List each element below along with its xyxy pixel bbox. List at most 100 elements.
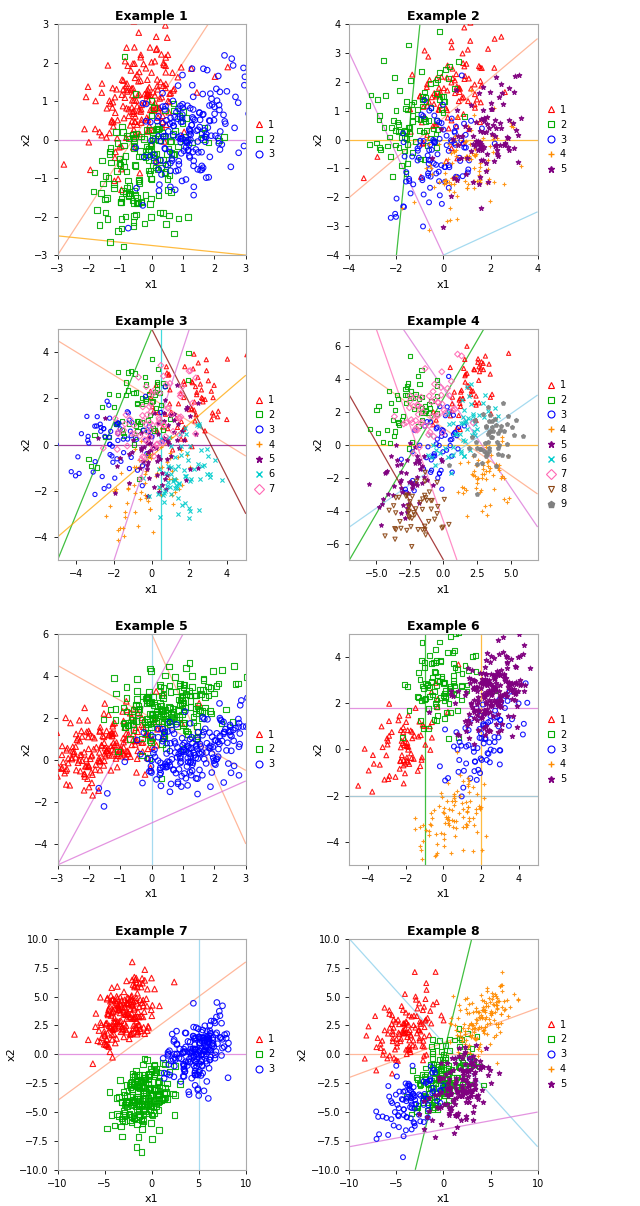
Point bbox=[214, 130, 224, 150]
Point bbox=[184, 146, 195, 165]
Point bbox=[145, 499, 156, 519]
Y-axis label: x2: x2 bbox=[21, 133, 31, 146]
Point bbox=[188, 753, 198, 772]
Point bbox=[445, 1075, 455, 1094]
Point bbox=[102, 1013, 112, 1032]
Point bbox=[211, 750, 221, 769]
Point bbox=[92, 458, 102, 478]
Point bbox=[166, 437, 176, 456]
Point bbox=[186, 697, 196, 716]
Point bbox=[170, 478, 180, 497]
Point bbox=[372, 147, 383, 166]
Point bbox=[116, 180, 127, 199]
Point bbox=[383, 1077, 394, 1096]
Point bbox=[151, 681, 161, 701]
Point bbox=[222, 733, 232, 753]
Point bbox=[481, 446, 492, 466]
Point bbox=[172, 1035, 182, 1054]
Point bbox=[111, 1019, 121, 1038]
Point bbox=[180, 1061, 190, 1081]
Point bbox=[419, 658, 429, 678]
Point bbox=[184, 509, 195, 528]
Point bbox=[186, 738, 196, 757]
Point bbox=[198, 129, 209, 148]
Point bbox=[475, 168, 485, 187]
Point bbox=[121, 1093, 131, 1112]
Point bbox=[202, 1036, 212, 1055]
Point bbox=[439, 684, 449, 703]
Point bbox=[470, 393, 480, 412]
Point bbox=[154, 99, 164, 118]
Point bbox=[484, 722, 495, 742]
Point bbox=[95, 422, 106, 441]
Point bbox=[132, 411, 142, 431]
Point bbox=[486, 100, 497, 119]
Point bbox=[187, 727, 197, 747]
Point bbox=[455, 1058, 465, 1077]
Point bbox=[446, 175, 456, 194]
Point bbox=[120, 997, 130, 1017]
Point bbox=[486, 99, 497, 118]
Point bbox=[138, 990, 148, 1009]
Point bbox=[435, 1031, 445, 1050]
Point bbox=[152, 117, 163, 136]
Point bbox=[135, 990, 145, 1009]
Point bbox=[104, 427, 115, 446]
Point bbox=[408, 476, 418, 496]
Point bbox=[434, 63, 444, 82]
Point bbox=[143, 687, 153, 707]
Point bbox=[445, 57, 455, 76]
Point bbox=[467, 669, 477, 689]
Point bbox=[438, 1079, 449, 1099]
Point bbox=[407, 487, 417, 507]
Point bbox=[145, 731, 156, 750]
Point bbox=[456, 1060, 467, 1079]
Point bbox=[154, 996, 164, 1015]
Point bbox=[430, 72, 440, 92]
Point bbox=[476, 158, 486, 177]
Point bbox=[479, 672, 490, 691]
Point bbox=[170, 107, 180, 127]
Point bbox=[435, 90, 445, 110]
Point bbox=[118, 429, 129, 449]
Point bbox=[154, 409, 164, 428]
Point bbox=[493, 459, 504, 479]
Point bbox=[440, 1073, 451, 1093]
Point bbox=[138, 411, 148, 431]
Point bbox=[62, 738, 72, 757]
Point bbox=[429, 153, 439, 172]
Point bbox=[454, 803, 464, 822]
Point bbox=[158, 726, 168, 745]
Point bbox=[120, 47, 130, 66]
Point bbox=[450, 657, 460, 677]
Point bbox=[452, 660, 462, 679]
Point bbox=[407, 412, 417, 432]
Point bbox=[153, 1072, 163, 1091]
Point bbox=[111, 162, 122, 181]
Point bbox=[464, 146, 474, 165]
Point bbox=[204, 95, 214, 115]
Point bbox=[107, 724, 117, 743]
Point bbox=[176, 144, 186, 163]
Point bbox=[438, 153, 449, 172]
Point bbox=[131, 718, 141, 737]
Point bbox=[151, 736, 161, 755]
Point bbox=[114, 1000, 124, 1019]
Point bbox=[484, 422, 494, 441]
Point bbox=[364, 761, 374, 780]
Point bbox=[175, 747, 186, 766]
Point bbox=[156, 412, 166, 432]
Point bbox=[179, 1055, 189, 1075]
Point bbox=[520, 675, 530, 695]
Point bbox=[462, 377, 472, 397]
Point bbox=[460, 989, 470, 1008]
Point bbox=[441, 59, 451, 78]
Point bbox=[445, 843, 456, 862]
Point bbox=[400, 480, 410, 499]
Point bbox=[132, 1089, 142, 1108]
Point bbox=[134, 469, 145, 488]
Point bbox=[134, 163, 145, 182]
Point bbox=[455, 420, 465, 439]
Point bbox=[458, 133, 468, 152]
Point bbox=[376, 1034, 386, 1053]
